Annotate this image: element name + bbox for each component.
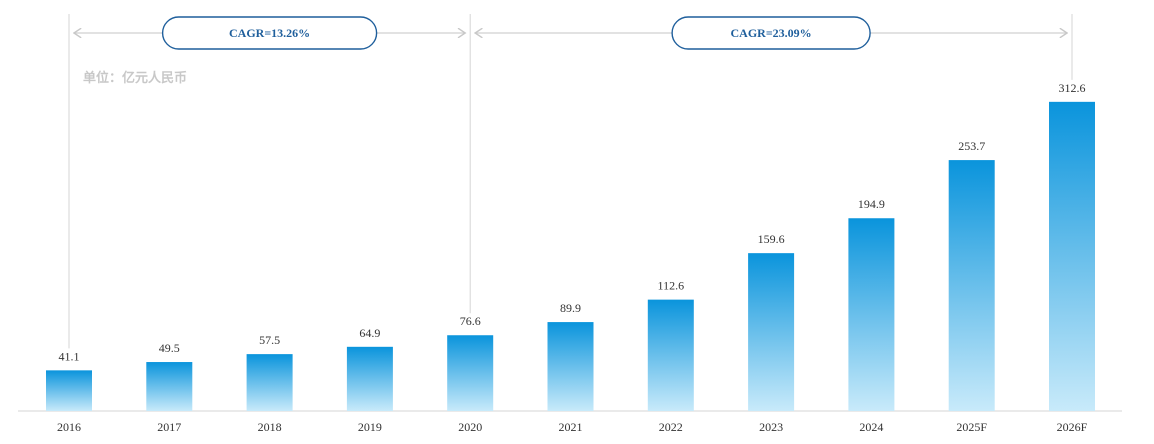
bar-2017 [146, 362, 193, 411]
unit-label: 单位：亿元人民币 [83, 70, 187, 86]
bar-2023 [748, 253, 795, 411]
x-tick-label-2021: 2021 [559, 420, 583, 434]
annotations-layer: CAGR=13.26% CAGR=23.09% [74, 16, 1067, 50]
x-tick-label-2026F: 2026F [1057, 420, 1088, 434]
value-label-2026F: 312.6 [1059, 81, 1086, 95]
bar-2026F [1049, 101, 1095, 412]
bar-2019 [346, 346, 393, 411]
value-label-2022: 112.6 [658, 279, 685, 293]
x-tick-label-2020: 2020 [458, 420, 482, 434]
x-tick-label-2025F: 2025F [956, 420, 987, 434]
value-label-2025F: 253.7 [958, 139, 985, 153]
cagr-badge-2 [671, 16, 871, 50]
value-label-2017: 49.5 [159, 341, 180, 355]
x-tick-label-2024: 2024 [859, 420, 883, 434]
x-tick-label-2023: 2023 [759, 420, 783, 434]
x-tick-label-2018: 2018 [258, 420, 282, 434]
x-tick-label-2016: 2016 [57, 420, 81, 434]
x-tick-label-2022: 2022 [659, 420, 683, 434]
bar-2025F [948, 160, 995, 411]
value-label-2020: 76.6 [460, 314, 481, 328]
value-label-2023: 159.6 [758, 232, 785, 246]
value-label-2019: 64.9 [359, 326, 380, 340]
x-tick-label-2017: 2017 [157, 420, 181, 434]
value-label-2021: 89.9 [560, 301, 581, 315]
cagr-label-2: CAGR=23.09% [731, 26, 812, 40]
cagr-badge-1 [161, 16, 378, 50]
bar-2018 [246, 354, 293, 411]
bar-2024 [848, 218, 895, 411]
value-label-2024: 194.9 [858, 197, 885, 211]
x-tick-label-2019: 2019 [358, 420, 382, 434]
bar-2021 [547, 322, 594, 411]
bar-2020 [447, 335, 494, 411]
value-label-2016: 41.1 [59, 349, 80, 363]
bar-2016 [46, 370, 92, 411]
cagr-label-1: CAGR=13.26% [229, 26, 310, 40]
bars-layer: 41.1 2016 49.5 2017 57.5 2018 64.9 2019 76.6 2020… [46, 81, 1095, 434]
bar-2022 [647, 299, 694, 411]
value-label-2018: 57.5 [259, 333, 280, 347]
